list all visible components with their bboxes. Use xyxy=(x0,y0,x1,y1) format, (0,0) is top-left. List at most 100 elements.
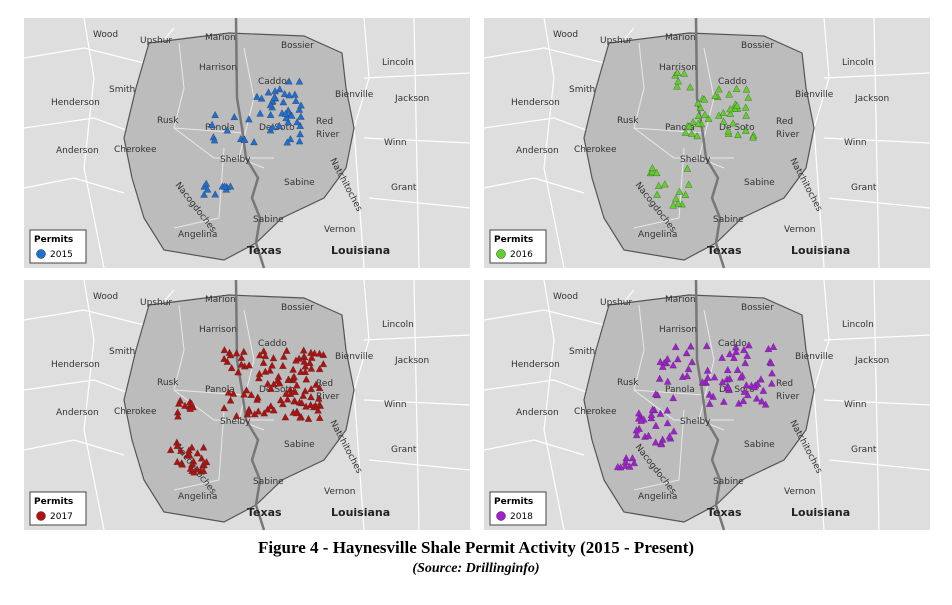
permit-marker xyxy=(295,105,304,113)
county-line xyxy=(543,17,565,269)
permit-marker xyxy=(663,406,672,414)
permit-marker xyxy=(307,353,316,361)
county-label: Sabine xyxy=(284,440,315,450)
permit-marker xyxy=(307,385,315,393)
permit-marker xyxy=(245,361,253,369)
legend-swatch xyxy=(496,249,506,259)
permit-marker xyxy=(757,397,766,405)
permit-marker xyxy=(757,375,765,383)
county-line xyxy=(173,127,274,159)
legend-swatch xyxy=(36,511,46,521)
permit-marker xyxy=(314,394,323,402)
permit-marker xyxy=(723,366,732,373)
permit-marker xyxy=(302,375,311,383)
permit-marker xyxy=(253,92,261,100)
permit-marker xyxy=(673,68,682,76)
county-label: Smith xyxy=(569,85,595,95)
county-label: Grant xyxy=(851,183,877,193)
county-line xyxy=(698,309,725,431)
county-label: Winn xyxy=(844,138,867,148)
county-line xyxy=(23,439,125,456)
permit-marker xyxy=(729,119,737,127)
permit-marker xyxy=(208,120,216,128)
county-label: Smith xyxy=(109,85,135,95)
permit-marker xyxy=(726,105,734,113)
permit-marker xyxy=(632,426,641,434)
permit-marker xyxy=(220,346,229,354)
permit-marker xyxy=(654,181,663,189)
map-panel: Wood Upshur Marion Bossier Harrison Caddo Linc… xyxy=(23,17,471,269)
county-line xyxy=(873,17,880,269)
permit-marker xyxy=(685,180,693,188)
permit-marker xyxy=(680,69,688,77)
permit-marker xyxy=(687,129,696,137)
permit-marker xyxy=(688,358,696,366)
permit-marker xyxy=(174,412,182,420)
permit-marker xyxy=(260,409,268,417)
county-label: Anderson xyxy=(516,146,559,156)
permit-marker xyxy=(200,460,208,468)
permit-marker xyxy=(275,121,283,129)
legend-year: 2017 xyxy=(50,512,73,522)
permit-marker xyxy=(702,342,711,350)
permit-marker xyxy=(269,380,278,388)
county-label: Shelby xyxy=(220,155,251,165)
permit-marker xyxy=(312,380,320,388)
permit-marker xyxy=(274,372,283,380)
permit-marker xyxy=(742,103,750,111)
permit-marker xyxy=(301,367,310,375)
permit-marker xyxy=(674,199,682,207)
county-label: Angelina xyxy=(638,492,677,502)
county-label: Smith xyxy=(109,347,135,357)
county-label: Rusk xyxy=(617,378,639,388)
legend-title: Permits xyxy=(494,497,533,507)
county-label: Wood xyxy=(93,30,118,40)
permit-marker xyxy=(295,398,304,406)
county-label: Cherokee xyxy=(574,407,617,417)
county-label: Sabine xyxy=(253,215,284,225)
permit-marker xyxy=(648,164,657,172)
permit-marker xyxy=(669,361,677,369)
permit-marker xyxy=(648,168,656,175)
permit-marker xyxy=(193,465,201,473)
permit-marker xyxy=(732,343,740,351)
permit-marker xyxy=(284,375,293,383)
county-line xyxy=(483,177,585,194)
county-label: De Soto xyxy=(719,123,755,133)
county-label: Wood xyxy=(93,292,118,302)
permit-marker xyxy=(673,82,681,90)
county-line xyxy=(823,334,931,341)
permit-marker xyxy=(301,387,309,395)
permit-marker xyxy=(694,99,702,107)
permit-marker xyxy=(302,402,310,410)
permit-marker xyxy=(210,136,219,144)
county-label: Panola xyxy=(665,385,695,395)
permit-marker xyxy=(613,463,622,471)
permit-marker xyxy=(266,366,274,374)
county-label: Shelby xyxy=(680,155,711,165)
permit-marker xyxy=(315,365,324,373)
permit-marker xyxy=(314,406,322,414)
permit-marker xyxy=(743,351,751,359)
permit-marker xyxy=(299,346,308,354)
permit-marker xyxy=(283,395,292,403)
permit-marker xyxy=(245,115,253,123)
county-label: Harrison xyxy=(659,63,697,73)
permit-marker xyxy=(682,349,691,357)
permit-marker xyxy=(665,432,674,440)
permit-marker xyxy=(745,341,753,349)
permit-marker xyxy=(683,164,692,172)
county-line xyxy=(823,72,931,79)
permit-marker xyxy=(742,85,751,93)
county-label: Marion xyxy=(665,295,696,305)
county-label: Winn xyxy=(844,400,867,410)
county-label: Vernon xyxy=(784,225,815,235)
permit-marker xyxy=(290,397,299,405)
permit-marker xyxy=(279,361,287,369)
county-label: Grant xyxy=(851,445,877,455)
county-label: Lincoln xyxy=(382,58,414,68)
county-line xyxy=(83,17,105,269)
permit-marker xyxy=(749,133,757,141)
map-panel: Wood Upshur Marion Bossier Harrison Caddo Linc… xyxy=(483,279,931,531)
permit-marker xyxy=(742,111,750,119)
